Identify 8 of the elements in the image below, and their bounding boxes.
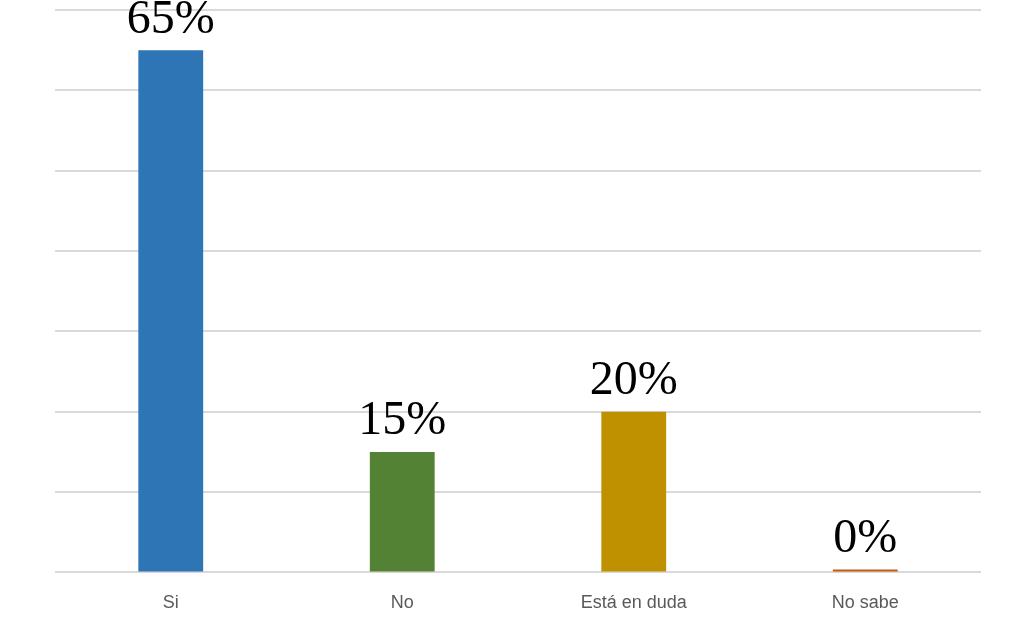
x-tick-label: No sabe [831,592,899,613]
data-label: 15% [358,391,447,445]
data-label: 20% [589,351,678,405]
data-label: 65% [126,0,215,43]
data-label: 0% [833,509,898,563]
x-tick-label: No [390,592,414,613]
x-tick-label: Está en duda [580,592,688,613]
x-tick-label: Si [162,592,179,613]
